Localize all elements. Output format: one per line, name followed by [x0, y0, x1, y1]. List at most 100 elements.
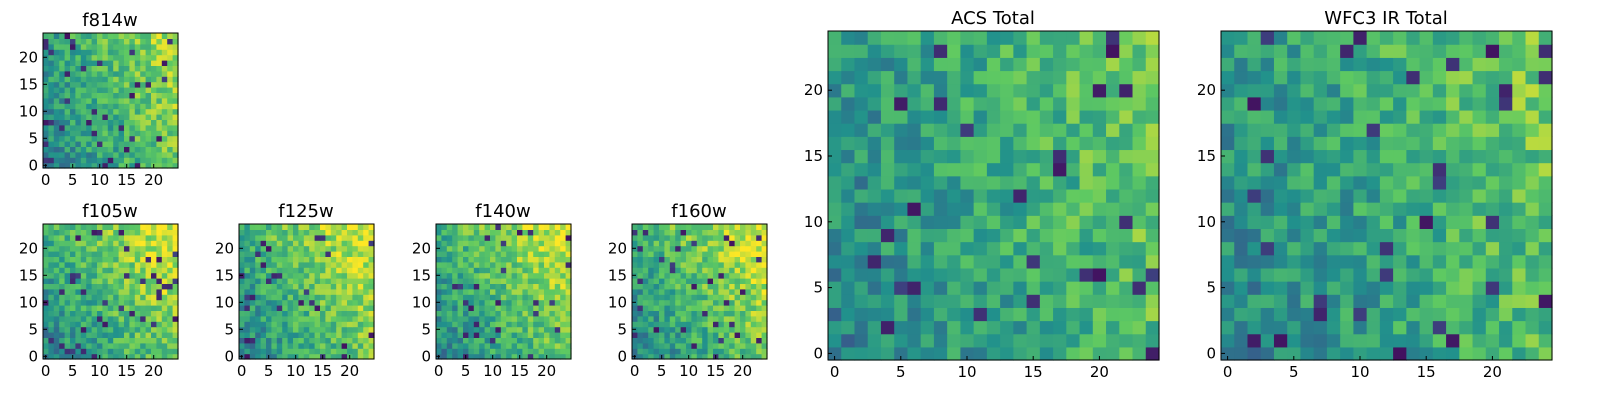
heatmap-cell: [495, 315, 502, 322]
heatmap-cell: [854, 346, 869, 361]
heatmap-cell: [718, 251, 725, 257]
heatmap-cell: [86, 146, 93, 153]
heatmap-cell: [740, 305, 746, 311]
heatmap-cell: [80, 119, 87, 126]
heatmap-cell: [167, 224, 174, 230]
heatmap-cell: [920, 31, 935, 45]
heatmap-cell: [330, 240, 337, 247]
heatmap-cell: [1026, 202, 1041, 216]
heatmap-cell: [70, 305, 76, 311]
heatmap-cell: [1119, 267, 1134, 282]
heatmap-cell: [1132, 228, 1147, 243]
heatmap-cell: [172, 92, 179, 99]
heatmap-cell: [64, 353, 71, 360]
heatmap-cell: [293, 348, 299, 355]
heatmap-cell: [1273, 267, 1288, 282]
heatmap-cell: [102, 261, 109, 268]
heatmap-cell: [129, 151, 136, 158]
heatmap-cell: [156, 135, 163, 142]
heatmap-cell: [118, 256, 125, 263]
heatmap-cell: [675, 353, 682, 360]
heatmap-cell: [91, 65, 98, 72]
heatmap-cell: [1326, 267, 1341, 282]
heatmap-cell: [642, 337, 649, 344]
heatmap-cell: [151, 315, 157, 322]
heatmap-cell: [1247, 294, 1262, 308]
heatmap-cell: [134, 224, 141, 230]
heatmap-cell: [468, 326, 475, 333]
heatmap-cell: [1013, 96, 1028, 111]
heatmap-cell: [986, 96, 1001, 111]
heatmap-cell: [1106, 294, 1120, 308]
heatmap-cell: [1459, 228, 1474, 243]
heatmap-cell: [167, 321, 174, 328]
heatmap-cell: [1313, 175, 1328, 190]
heatmap-cell: [363, 326, 370, 333]
heatmap-cell: [156, 234, 163, 241]
heatmap-cell: [723, 294, 730, 301]
heatmap-cell: [828, 123, 842, 137]
heatmap-cell: [659, 315, 665, 322]
heatmap-cell: [255, 278, 262, 284]
heatmap-cell: [713, 251, 719, 257]
heatmap-cell: [441, 224, 448, 230]
heatmap-cell: [1119, 281, 1134, 295]
heatmap-cell: [522, 332, 529, 338]
heatmap-cell: [271, 294, 278, 301]
heatmap-cell: [696, 299, 703, 306]
heatmap-cell: [1260, 202, 1275, 216]
heatmap-cell: [1066, 149, 1081, 164]
x-tick-label: 15: [510, 362, 529, 380]
heatmap-cell: [134, 81, 141, 88]
heatmap-cell: [854, 44, 869, 58]
heatmap-cell: [113, 310, 120, 317]
heatmap-cell: [986, 267, 1001, 282]
heatmap-cell: [490, 310, 496, 317]
heatmap-cell: [1247, 96, 1262, 111]
heatmap-cell: [113, 299, 120, 306]
heatmap-cell: [1132, 254, 1147, 269]
heatmap-cell: [734, 326, 741, 333]
heatmap-cell: [484, 251, 491, 257]
heatmap-cell: [680, 288, 687, 295]
heatmap-cell: [527, 332, 534, 338]
heatmap-cell: [1485, 188, 1500, 203]
heatmap-cell: [1106, 83, 1120, 98]
heatmap-cell: [363, 332, 370, 338]
heatmap-cell: [59, 76, 66, 83]
heatmap-cell: [244, 261, 251, 268]
heatmap-cell: [80, 326, 87, 333]
heatmap-cell: [1379, 202, 1394, 216]
heatmap-cell: [282, 224, 289, 230]
heatmap-cell: [707, 353, 714, 360]
heatmap-cell: [960, 44, 975, 58]
heatmap-cell: [750, 234, 757, 241]
heatmap-cell: [457, 310, 464, 317]
heatmap-cell: [59, 272, 66, 279]
heatmap-cell: [145, 305, 152, 311]
heatmap-cell: [680, 278, 687, 284]
heatmap-cell: [1066, 96, 1081, 111]
heatmap-cell: [129, 224, 136, 230]
heatmap-cell: [1221, 70, 1235, 85]
heatmap-cell: [490, 229, 496, 236]
heatmap-cell: [134, 294, 141, 301]
heatmap-cell: [707, 332, 714, 338]
heatmap-cell: [473, 299, 480, 306]
heatmap-cell: [48, 245, 55, 252]
heatmap-cell: [75, 240, 82, 247]
heatmap-cell: [1419, 44, 1434, 58]
heatmap-cell: [479, 229, 486, 236]
heatmap-cell: [118, 261, 125, 268]
heatmap-cell: [686, 326, 692, 333]
heatmap-cell: [745, 229, 752, 236]
plot-frame: [631, 223, 768, 360]
heatmap-cell: [86, 261, 93, 268]
heatmap-cell: [468, 256, 475, 263]
heatmap-cell: [560, 256, 567, 263]
heatmap-cell: [1366, 281, 1381, 295]
heatmap-cell: [352, 272, 359, 279]
heatmap-cell: [745, 305, 752, 311]
heatmap-cell: [1313, 294, 1328, 308]
heatmap-cell: [70, 283, 76, 290]
